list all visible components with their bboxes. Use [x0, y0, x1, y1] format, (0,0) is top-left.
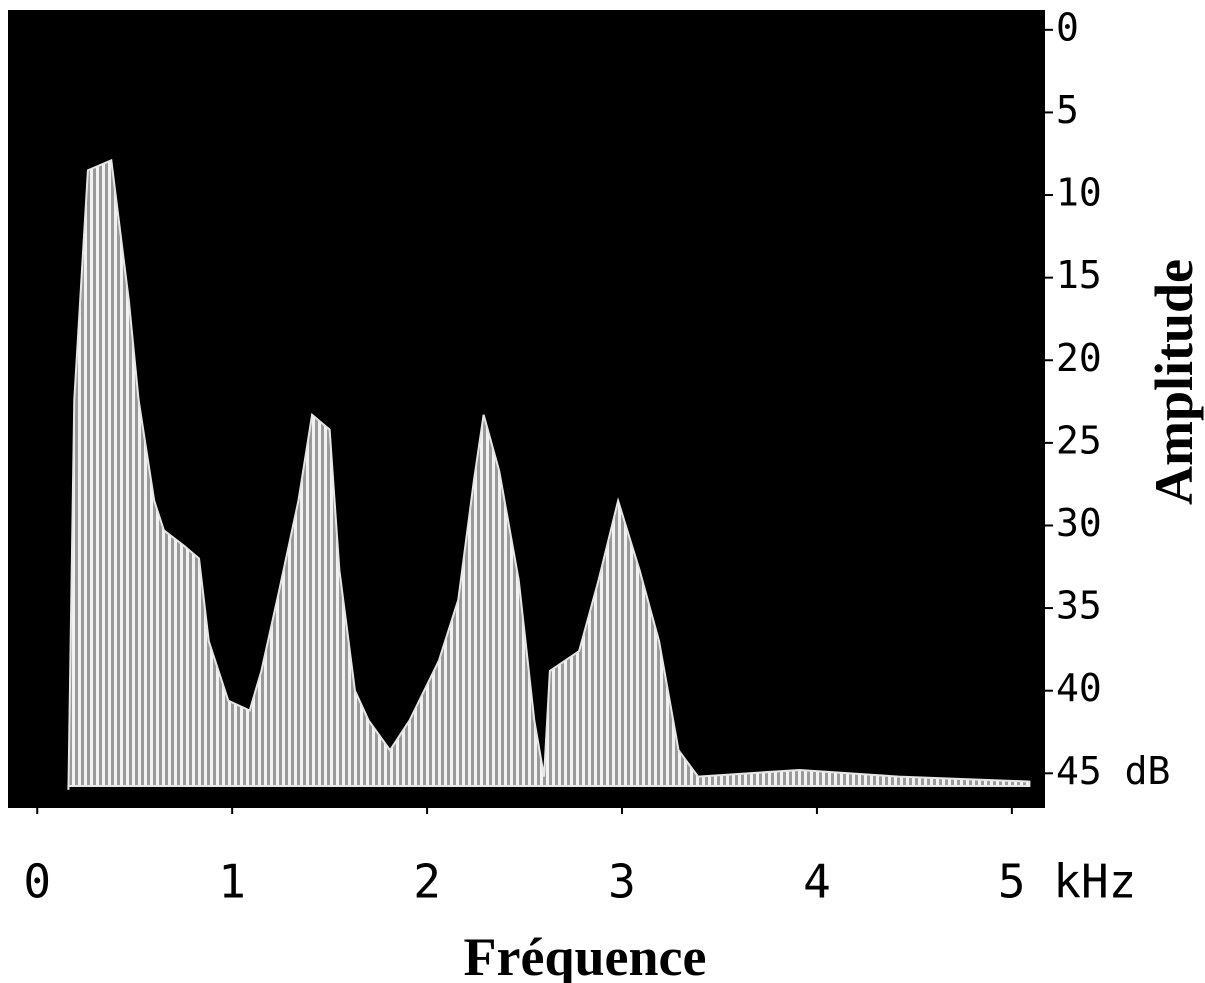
- x-axis-label: Fréquence: [464, 927, 707, 983]
- spectrum-area: [67, 158, 1031, 790]
- x-tick-label: 2: [413, 855, 441, 909]
- y-tick-label: 40: [1056, 666, 1102, 710]
- x-tick-label: 4: [803, 855, 831, 909]
- y-tick-label: 45 dB: [1056, 749, 1170, 793]
- y-tick-label: 20: [1056, 336, 1102, 380]
- y-axis-label: Amplitude: [1144, 259, 1204, 505]
- y-tick-label: 0: [1056, 5, 1079, 49]
- x-tick-label: 0: [23, 855, 51, 909]
- y-tick-label: 15: [1056, 253, 1102, 297]
- x-tick-label: 3: [608, 855, 636, 909]
- x-tick-label: 5 kHz: [998, 855, 1136, 909]
- y-tick-label: 10: [1056, 171, 1102, 215]
- y-tick-label: 5: [1056, 88, 1079, 132]
- y-tick-label: 25: [1056, 418, 1102, 462]
- x-tick-label: 1: [218, 855, 246, 909]
- y-tick-label: 30: [1056, 501, 1102, 545]
- y-tick-label: 35: [1056, 584, 1102, 628]
